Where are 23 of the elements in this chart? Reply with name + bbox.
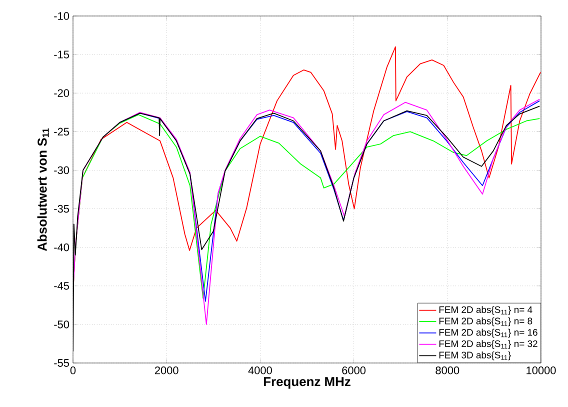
legend-label: FEM 3D abs{S$_{11}$}: [439, 351, 512, 360]
legend-label: FEM 2D abs{S$_{11}$} n= 32: [439, 340, 538, 349]
y-tick-label: -15: [54, 50, 70, 58]
y-axis-title: Absolutwert von S$_{11}$: [37, 128, 49, 252]
x-tick-label: 10000: [526, 366, 556, 374]
x-axis-title: Frequenz MHz: [264, 377, 350, 389]
legend-label: FEM 2D abs{S$_{11}$} n= 8: [439, 317, 532, 326]
y-tick-label: -10: [54, 12, 70, 20]
y-tick-label: -55: [54, 359, 70, 367]
x-tick-label: 4000: [248, 366, 272, 374]
y-tick-label: -30: [54, 166, 70, 174]
x-tick-label: 8000: [436, 366, 460, 374]
y-tick-label: -50: [54, 320, 70, 328]
x-tick-label: 6000: [342, 366, 366, 374]
y-tick-label: -20: [54, 89, 70, 97]
legend-label: FEM 2D abs{S$_{11}$} n= 4: [439, 306, 532, 315]
y-tick-label: -40: [54, 243, 70, 252]
y-tick-label: -45: [54, 282, 70, 290]
x-tick-label: 2000: [154, 366, 178, 374]
x-tick-label: 0: [70, 366, 76, 374]
y-tick-label: -25: [54, 128, 70, 136]
y-tick-label: -35: [54, 204, 70, 213]
legend-label: FEM 2D abs{S$_{11}$} n= 16: [439, 328, 538, 338]
